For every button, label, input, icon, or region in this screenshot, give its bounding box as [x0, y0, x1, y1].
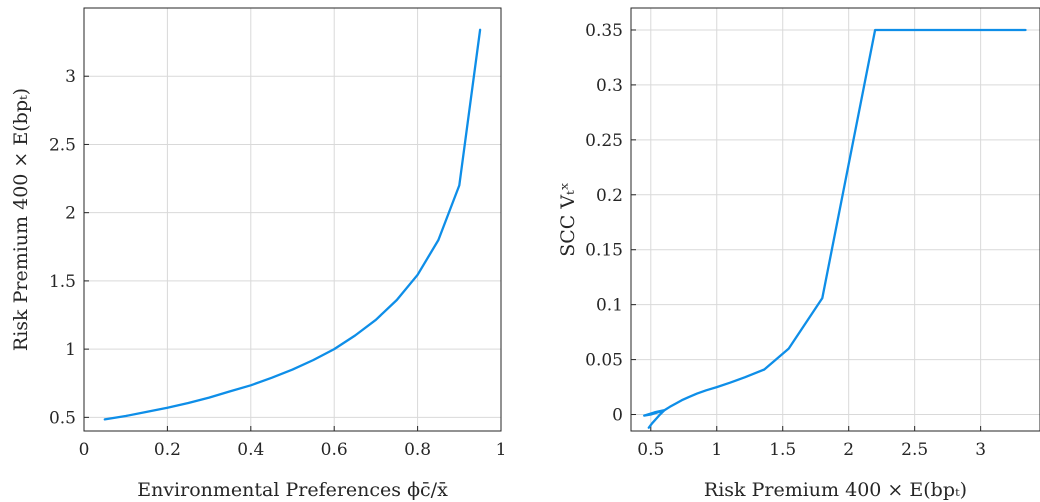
y-tick-label: 1 — [65, 340, 76, 360]
chart-left-x-axis-label: Environmental Preferences ϕc̄/x̄ — [137, 479, 448, 501]
x-tick-label: 1 — [496, 440, 507, 460]
x-tick-label: 0.4 — [237, 440, 264, 460]
chart-left-y-axis-label: Risk Premium 400 × E(bpₜ) — [10, 88, 32, 351]
x-tick-label: 2.5 — [901, 440, 928, 460]
y-tick-label: 0.15 — [585, 241, 623, 261]
chart-left-ticks: 0 0.2 0.4 0.6 0.8 1 0.5 1 1.5 2 2.5 3 — [49, 67, 506, 460]
x-tick-label: 0.8 — [404, 440, 431, 460]
x-tick-label: 3 — [975, 440, 986, 460]
y-tick-label: 0.1 — [596, 296, 623, 316]
y-tick-label: 2 — [65, 204, 76, 224]
y-tick-label: 0 — [612, 406, 623, 426]
x-tick-label: 0.5 — [637, 440, 664, 460]
chart-right-y-axis-label: SCC Vₜˣ — [557, 182, 579, 257]
chart-right-x-axis-label: Risk Premium 400 × E(bpₜ) — [704, 479, 967, 501]
x-tick-label: 0.2 — [154, 440, 181, 460]
chart-left-axes-frame — [83, 7, 502, 432]
x-tick-label: 2 — [843, 440, 854, 460]
chart-right-series — [643, 28, 1027, 429]
chart-right-grid — [631, 8, 1040, 431]
y-tick-label: 3 — [65, 67, 76, 87]
y-tick-label: 0.5 — [49, 408, 76, 428]
x-tick-label: 0 — [79, 440, 90, 460]
x-tick-label: 1.5 — [769, 440, 796, 460]
chart-left-series — [103, 28, 482, 421]
series-line — [643, 28, 1027, 429]
x-tick-label: 0.6 — [321, 440, 348, 460]
series-line — [103, 28, 482, 421]
chart-right-axes-frame — [630, 7, 1040, 432]
y-tick-label: 0.3 — [596, 76, 623, 96]
chart-right: 0.5 1 1.5 2 2.5 3 0 0.05 0.1 0.15 0.2 0.25 0.3 0.35 R… — [557, 7, 1040, 501]
x-tick-label: 1 — [711, 440, 722, 460]
y-tick-label: 2.5 — [49, 135, 76, 155]
y-tick-label: 0.25 — [585, 131, 623, 151]
chart-left: 0 0.2 0.4 0.6 0.8 1 0.5 1 1.5 2 2.5 3 Environmental… — [10, 7, 506, 501]
y-tick-label: 0.2 — [596, 186, 623, 206]
chart-right-ticks: 0.5 1 1.5 2 2.5 3 0 0.05 0.1 0.15 0.2 0.25 0.3 0.35 — [585, 21, 986, 460]
y-tick-label: 1.5 — [49, 272, 76, 292]
y-tick-label: 0.35 — [585, 21, 623, 41]
y-tick-label: 0.05 — [585, 351, 623, 371]
